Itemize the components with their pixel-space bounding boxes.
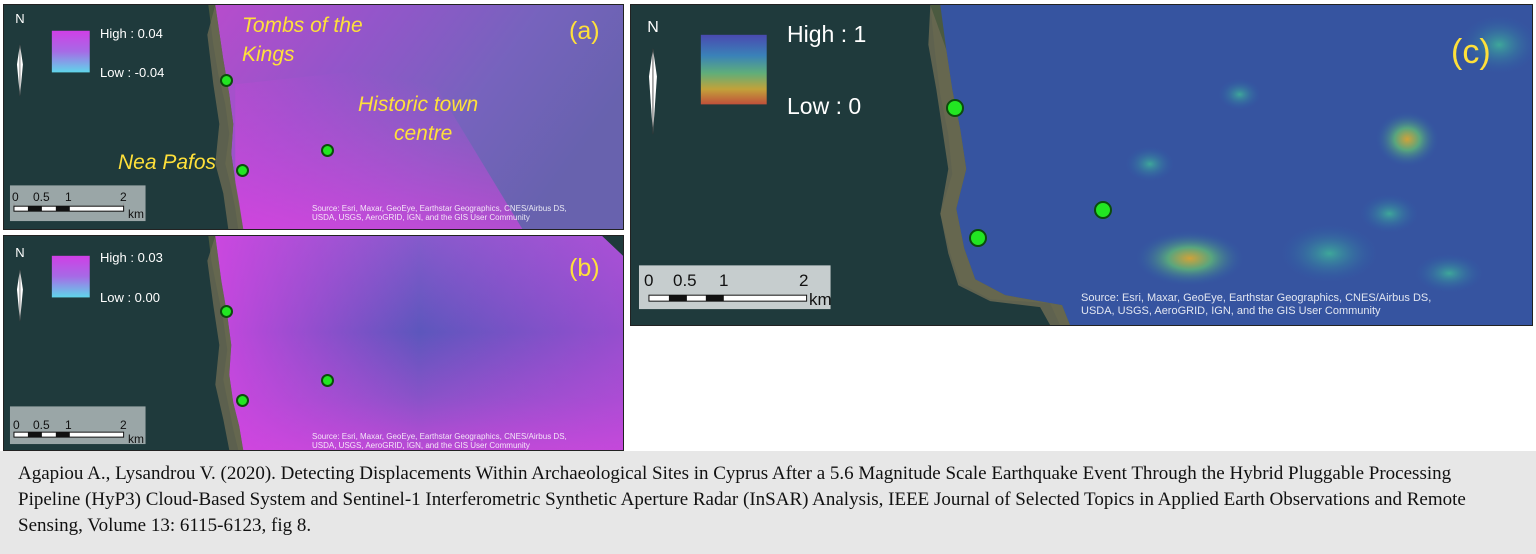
- map-panel-a: N High : 0.04 Low : -0.04 (a) Tombs of t…: [3, 4, 624, 230]
- scale-tick-1-c: 1: [719, 271, 729, 290]
- scale-tick-05-b: 0.5: [33, 418, 50, 432]
- scale-bar-b: 0 0.5 1 2 km: [10, 408, 150, 446]
- label-nea-pafos: Nea Pafos: [118, 151, 217, 174]
- map-panel-b: N High : 0.03 Low : 0.00 (b) 0 0.5 1 2 k…: [3, 235, 624, 451]
- legend-high-a: High : 0.04: [100, 26, 163, 41]
- site-marker-historic-c: [1094, 201, 1112, 219]
- label-tombs-line1: Tombs of the: [242, 14, 363, 37]
- legend-low-b: Low : 0.00: [100, 290, 160, 305]
- source-a-line1: Source: Esri, Maxar, GeoEye, Earthstar G…: [312, 204, 567, 213]
- north-letter-a: N: [15, 11, 25, 26]
- scale-tick-0-a: 0: [12, 190, 19, 204]
- north-letter-c: N: [647, 19, 659, 36]
- north-arrow-b: N: [12, 245, 28, 260]
- legend-low-a: Low : -0.04: [100, 65, 165, 80]
- scale-tick-05-a: 0.5: [33, 190, 50, 204]
- site-marker-tombs-b: [220, 305, 233, 318]
- source-attribution-c: Source: Esri, Maxar, GeoEye, Earthstar G…: [1081, 292, 1431, 317]
- scale-unit-a: km: [128, 207, 144, 221]
- source-b-line2: USDA, USGS, AeroGRID, IGN, and the GIS U…: [312, 441, 530, 451]
- source-c-line1: Source: Esri, Maxar, GeoEye, Earthstar G…: [1081, 292, 1432, 304]
- site-marker-nea-c: [969, 229, 987, 247]
- scale-tick-0-c: 0: [644, 271, 654, 290]
- scale-bar-c: 0 0.5 1 2 km: [639, 267, 833, 311]
- scale-tick-1-b: 1: [65, 418, 72, 432]
- legend-low-c: Low : 0: [787, 93, 862, 119]
- north-arrow-a: N: [12, 11, 28, 26]
- scale-unit-c: km: [809, 290, 832, 309]
- scale-tick-05-c: 0.5: [673, 271, 697, 290]
- displacement-map-a: [4, 5, 623, 229]
- legend-high-c: High : 1: [787, 21, 867, 47]
- source-a-line2: USDA, USGS, AeroGRID, IGN, and the GIS U…: [312, 213, 530, 223]
- displacement-map-b: [4, 236, 623, 450]
- map-panel-c: N High : 1 Low : 0 (c) 0 0.5 1 2 km Sour…: [630, 4, 1533, 326]
- site-marker-historic-a: [321, 144, 334, 157]
- source-c-line2: USDA, USGS, AeroGRID, IGN, and the GIS U…: [1081, 304, 1381, 317]
- scale-tick-0-b: 0: [13, 418, 20, 432]
- label-historic-line2: centre: [394, 122, 453, 145]
- scale-tick-2-c: 2: [799, 271, 809, 290]
- site-marker-nea-a: [236, 164, 249, 177]
- site-marker-tombs-c: [946, 99, 964, 117]
- scale-tick-2-a: 2: [120, 190, 127, 204]
- site-marker-historic-b: [321, 374, 334, 387]
- site-marker-tombs-a: [220, 74, 233, 87]
- scale-unit-b: km: [128, 432, 144, 446]
- figure-caption: Agapiou A., Lysandrou V. (2020). Detecti…: [0, 451, 1536, 554]
- site-marker-nea-b: [236, 394, 249, 407]
- north-arrow-a-graphic: [16, 44, 23, 97]
- panel-letter-b: (b): [569, 254, 600, 282]
- north-letter-b: N: [15, 245, 25, 260]
- source-attribution-b: Source: Esri, Maxar, GeoEye, Earthstar G…: [312, 432, 567, 450]
- label-historic-line1: Historic town: [358, 93, 479, 116]
- coherence-map-c: [631, 5, 1532, 325]
- legend-high-b: High : 0.03: [100, 250, 163, 265]
- panel-letter-a: (a): [569, 17, 600, 45]
- source-b-line1: Source: Esri, Maxar, GeoEye, Earthstar G…: [312, 432, 567, 441]
- panel-letter-c: (c): [1451, 33, 1491, 71]
- label-tombs-line2: Kings: [242, 43, 295, 66]
- north-arrow-c: N: [643, 19, 663, 37]
- source-attribution-a: Source: Esri, Maxar, GeoEye, Earthstar G…: [312, 204, 567, 222]
- scale-bar-a: 0 0.5 1 2 km: [10, 187, 150, 223]
- scale-tick-2-b: 2: [120, 418, 127, 432]
- scale-tick-1-a: 1: [65, 190, 72, 204]
